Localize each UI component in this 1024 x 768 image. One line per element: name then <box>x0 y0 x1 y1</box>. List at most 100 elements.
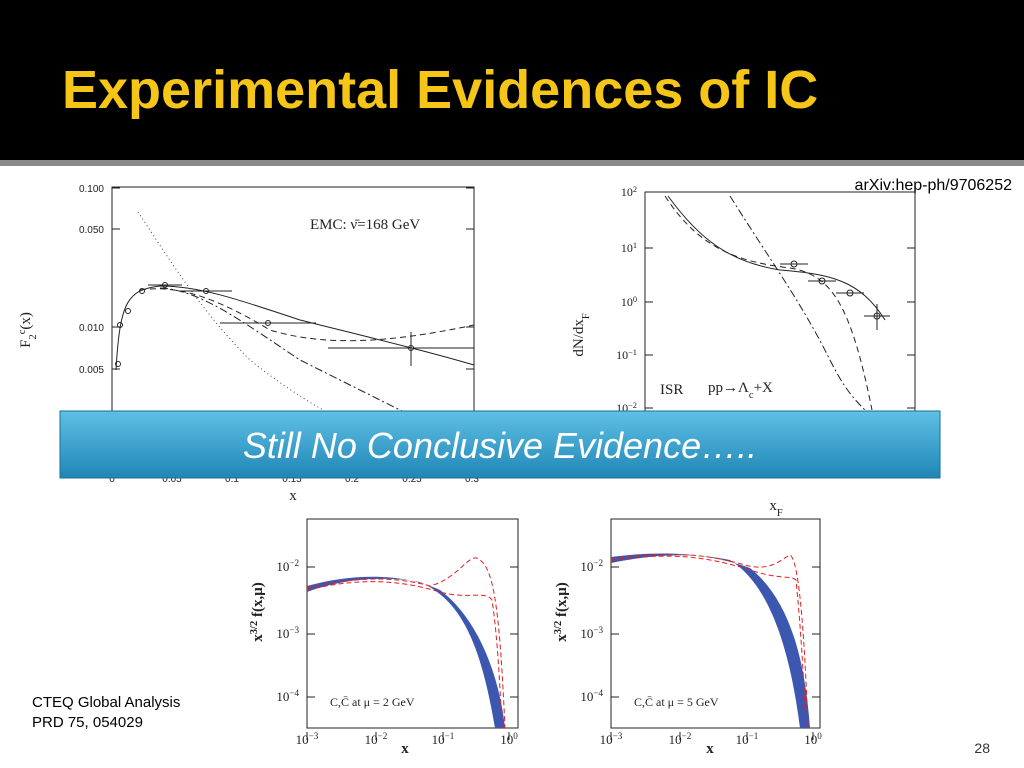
text-part: 10 <box>432 732 445 747</box>
text-part: 3/2 <box>553 621 564 634</box>
text-part: −3 <box>613 731 623 741</box>
text-part: F <box>777 508 783 519</box>
x-tick-label: 0.05 <box>162 474 182 485</box>
text-part: −2 <box>682 731 692 741</box>
y-tick-label: 10−2 <box>580 558 603 574</box>
text-part: −4 <box>289 688 299 698</box>
annotation: ISR <box>660 382 683 398</box>
text-part: −1 <box>749 731 759 741</box>
text-part: −3 <box>593 625 603 635</box>
y-tick-label: 101 <box>621 241 637 256</box>
text-part: x <box>769 498 777 514</box>
text-part: −1 <box>445 731 455 741</box>
citation-bottom: PRD 75, 054029 <box>32 714 143 731</box>
text-part: −2 <box>378 731 388 741</box>
x-tick-label: 0 <box>109 474 115 485</box>
y-tick-label: 10−3 <box>276 625 299 641</box>
text-part: dN/dx <box>571 319 587 357</box>
text-part: 10 <box>580 689 593 704</box>
text-part: −1 <box>628 348 637 357</box>
y-axis-label: dN/dxF <box>571 313 592 357</box>
slide-title: Experimental Evidences of IC <box>62 60 818 120</box>
text-part: 10 <box>616 348 628 362</box>
text-part: 10 <box>500 732 513 747</box>
text-part: 10 <box>621 295 633 309</box>
banner <box>59 410 941 479</box>
text-part: −3 <box>289 625 299 635</box>
header-rule <box>0 160 1024 166</box>
text-part: 10 <box>736 732 749 747</box>
y-tick-label: 10−4 <box>580 688 603 704</box>
curve <box>667 195 886 321</box>
citation-top: arXiv:hep-ph/9706252 <box>855 177 1013 194</box>
data-points <box>115 282 474 367</box>
x-tick-label: 10−1 <box>432 731 455 747</box>
y-tick-label: 10−1 <box>616 348 637 363</box>
text-part: −2 <box>628 401 637 410</box>
text-part: 10 <box>621 241 633 255</box>
text-part: x <box>250 634 266 642</box>
page-number: 28 <box>974 740 990 756</box>
annotation: C,C̄ at μ = 2 GeV <box>330 695 415 709</box>
text-part: −4 <box>593 688 603 698</box>
text-part: 2 <box>633 185 637 194</box>
y-tick-label: 0.010 <box>79 323 104 334</box>
text-part: c <box>749 390 754 401</box>
x-tick-label: 0.1 <box>225 474 239 485</box>
text-part: f(x,μ) <box>554 582 570 621</box>
x-axis-label: x <box>289 488 297 504</box>
text-part: +X <box>754 380 773 396</box>
citation-bottom: CTEQ Global Analysis <box>32 694 180 711</box>
x-tick-label: 0.25 <box>402 474 422 485</box>
y-tick-label: 0.050 <box>79 225 104 236</box>
x-tick-label: 0.15 <box>282 474 302 485</box>
x-axis-label: x <box>401 741 409 757</box>
text-part: 10 <box>669 732 682 747</box>
x-tick-label: 0.2 <box>345 474 359 485</box>
annotation: EMC: ν̄=168 GeV <box>310 217 420 233</box>
x-tick-label: 100 <box>804 731 822 747</box>
y-tick-label: 10−2 <box>276 558 299 574</box>
curve <box>610 553 809 729</box>
text-part: 10 <box>804 732 817 747</box>
x-tick-label: 100 <box>500 731 518 747</box>
plot-frame <box>306 518 519 729</box>
curve <box>664 195 873 411</box>
text-part: c <box>17 329 28 334</box>
y-tick-label: 0.005 <box>79 365 104 376</box>
text-part: 0 <box>817 731 822 741</box>
text-part: −2 <box>289 558 299 568</box>
text-part: 10 <box>365 732 378 747</box>
text-part: f(x,μ) <box>250 582 266 621</box>
text-part: 10 <box>621 185 633 199</box>
text-part: 10 <box>580 626 593 641</box>
x-tick-label: 10−3 <box>296 731 319 747</box>
text-part: 2 <box>28 334 39 339</box>
curve <box>306 581 503 729</box>
curve <box>306 557 506 729</box>
text-part: −3 <box>309 731 319 741</box>
banner-text: Still No Conclusive Evidence….. <box>243 425 757 466</box>
x-axis-label: x <box>706 741 714 757</box>
x-axis-label: xF <box>769 498 783 519</box>
text-part: 10 <box>276 559 289 574</box>
curve <box>610 555 807 729</box>
text-part: 0 <box>513 731 518 741</box>
annotation: pp→Λc+X <box>708 380 773 401</box>
y-tick-label: 10−4 <box>276 688 299 704</box>
y-axis-label: x3/2 f(x,μ) <box>553 582 571 641</box>
x-tick-label: 10−3 <box>600 731 623 747</box>
header <box>0 0 1024 160</box>
y-tick-label: 102 <box>621 185 637 200</box>
y-tick-label: 10−3 <box>580 625 603 641</box>
y-axis-label: F2c(x) <box>17 312 39 348</box>
data-points <box>780 260 890 330</box>
text-part: 1 <box>633 241 637 250</box>
text-part: F <box>581 313 592 319</box>
y-axis-label: x3/2 f(x,μ) <box>249 582 267 641</box>
text-part: pp→Λ <box>708 380 749 396</box>
text-part: x <box>554 634 570 642</box>
x-tick-label: 0.3 <box>465 474 479 485</box>
